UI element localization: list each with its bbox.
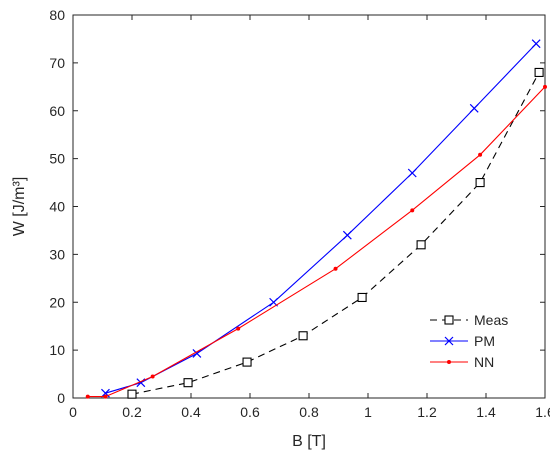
- data-point-meas: [475, 178, 485, 188]
- data-point-meas: [534, 67, 544, 77]
- y-tick-label: 80: [49, 7, 65, 23]
- data-point-nn: [478, 152, 483, 157]
- y-tick-label: 0: [57, 390, 65, 406]
- data-point-nn: [150, 374, 155, 379]
- tick-marks: [72, 14, 546, 399]
- y-tick-label: 20: [49, 294, 65, 310]
- series-layer: [85, 39, 547, 399]
- x-tick-label: 0.6: [240, 404, 260, 420]
- data-point-meas: [242, 357, 252, 367]
- x-axis-label: B [T]: [292, 433, 326, 450]
- data-point-pm: [342, 230, 352, 240]
- data-point-meas: [357, 292, 367, 303]
- legend-label-pm: PM: [474, 333, 495, 349]
- data-point-pm: [469, 103, 479, 113]
- x-tick-label: 1.6: [535, 404, 550, 420]
- series-line-meas: [131, 72, 540, 395]
- legend: Meas PM NN: [430, 312, 508, 370]
- x-tick-labels: 0 0.2 0.4 0.6 0.8 1 1.2 1.4 1.6: [69, 404, 550, 420]
- y-tick-label: 40: [49, 199, 65, 215]
- data-point-nn: [410, 208, 415, 213]
- x-tick-label: 0.8: [299, 404, 319, 420]
- data-point-nn: [85, 394, 90, 399]
- y-tick-label: 10: [49, 342, 65, 358]
- data-point-pm: [407, 168, 417, 178]
- y-tick-label: 70: [49, 55, 65, 71]
- y-tick-labels: 0 10 20 30 40 50 60 70 80: [49, 7, 65, 406]
- legend-item-meas: Meas: [430, 312, 508, 328]
- x-tick-label: 0: [69, 404, 77, 420]
- x-tick-label: 1.2: [417, 404, 437, 420]
- legend-label-meas: Meas: [474, 312, 508, 328]
- x-tick-label: 1.4: [476, 404, 496, 420]
- legend-item-pm: PM: [430, 333, 495, 349]
- data-point-pm: [531, 39, 541, 49]
- data-point-meas: [298, 331, 308, 341]
- legend-marker-meas: [444, 315, 454, 325]
- data-point-meas: [416, 240, 426, 250]
- y-tick-label: 50: [49, 151, 65, 167]
- y-tick-label: 60: [49, 103, 65, 119]
- legend-item-nn: NN: [430, 354, 494, 370]
- data-point-meas: [183, 378, 193, 388]
- data-point-nn: [543, 84, 547, 89]
- data-point-nn: [236, 326, 241, 331]
- y-tick-label: 30: [49, 246, 65, 262]
- x-tick-label: 0.4: [181, 404, 201, 420]
- data-point-nn: [333, 266, 338, 271]
- y-axis-label: W [J/m³]: [11, 177, 28, 237]
- series-meas: [127, 67, 544, 399]
- x-tick-label: 0.2: [122, 404, 142, 420]
- series-line-nn: [87, 86, 546, 398]
- series-nn: [85, 84, 547, 399]
- legend-marker-pm: [444, 336, 454, 346]
- legend-label-nn: NN: [474, 354, 494, 370]
- data-point-nn: [103, 394, 108, 399]
- data-point-meas: [127, 389, 137, 399]
- legend-marker-nn: [447, 360, 451, 364]
- x-tick-label: 1: [364, 404, 372, 420]
